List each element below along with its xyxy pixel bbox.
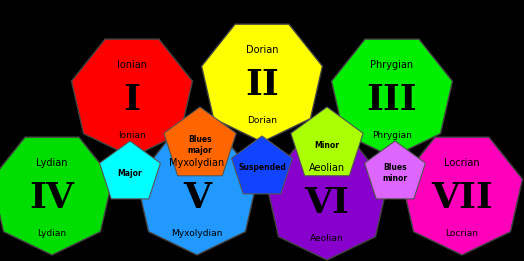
Polygon shape: [100, 141, 160, 199]
Polygon shape: [401, 137, 522, 255]
Text: Lydian: Lydian: [36, 158, 68, 168]
Polygon shape: [137, 137, 257, 255]
Text: V: V: [183, 181, 211, 215]
Text: Blues
minor: Blues minor: [383, 163, 408, 183]
Text: Myxolydian: Myxolydian: [171, 229, 223, 238]
Text: Suspended: Suspended: [238, 163, 286, 173]
Text: VII: VII: [431, 181, 493, 215]
Text: II: II: [245, 68, 279, 102]
Text: III: III: [367, 83, 417, 117]
Text: VI: VI: [304, 186, 350, 220]
Polygon shape: [0, 137, 113, 255]
Text: Blues
major: Blues major: [188, 135, 212, 155]
Polygon shape: [72, 39, 192, 157]
Text: Aeolian: Aeolian: [309, 163, 345, 173]
Text: Ionian: Ionian: [118, 131, 146, 140]
Polygon shape: [202, 24, 322, 142]
Text: Dorian: Dorian: [246, 45, 278, 55]
Text: Locrian: Locrian: [444, 158, 480, 168]
Polygon shape: [291, 107, 363, 176]
Text: Ionian: Ionian: [117, 60, 147, 70]
Text: Locrian: Locrian: [445, 229, 478, 238]
Polygon shape: [332, 39, 452, 157]
Text: Myxolydian: Myxolydian: [169, 158, 225, 168]
Text: I: I: [124, 83, 140, 117]
Text: Phrygian: Phrygian: [372, 131, 412, 140]
Text: Dorian: Dorian: [247, 116, 277, 125]
Text: Phrygian: Phrygian: [370, 60, 413, 70]
Text: IV: IV: [29, 181, 74, 215]
Polygon shape: [164, 107, 236, 176]
Polygon shape: [365, 141, 425, 199]
Polygon shape: [267, 142, 387, 260]
Polygon shape: [232, 136, 292, 194]
Text: Major: Major: [117, 169, 143, 177]
Text: Lydian: Lydian: [37, 229, 67, 238]
Text: Minor: Minor: [314, 140, 340, 150]
Text: Aeolian: Aeolian: [310, 234, 344, 243]
